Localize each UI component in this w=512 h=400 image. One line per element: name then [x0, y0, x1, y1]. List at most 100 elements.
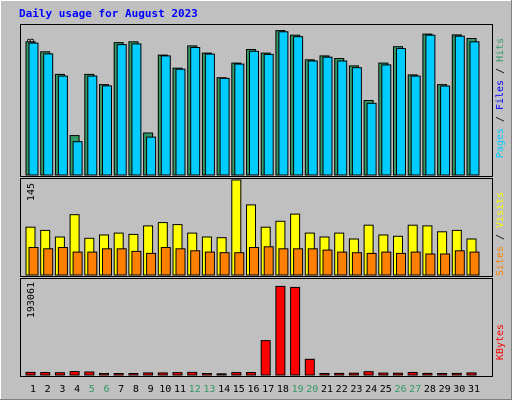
legend-pages: Pages: [495, 128, 506, 158]
day-label-9: 9: [148, 384, 154, 395]
bar-files-day-27: [410, 75, 421, 176]
bar-kbytes-day-5: [84, 371, 95, 376]
day-label-12: 12: [189, 384, 201, 395]
panel-sites-visits: 145 Sites / Visits: [20, 178, 506, 277]
bar-kbytes-day-22: [334, 372, 345, 376]
legend-hits: Hits: [495, 38, 506, 62]
bar-files-day-8: [131, 43, 142, 176]
bar-sites-day-25: [381, 251, 392, 276]
bar-kbytes-day-30: [451, 372, 462, 376]
bar-kbytes-day-7: [113, 373, 124, 376]
bar-sites-day-28: [425, 253, 436, 276]
day-label-13: 13: [203, 384, 215, 395]
bar-kbytes-day-12: [187, 371, 198, 376]
day-label-11: 11: [174, 384, 186, 395]
bar-sites-day-5: [87, 251, 98, 276]
bar-sites-day-31: [469, 251, 480, 276]
kbytes-legend: KBytes: [495, 324, 506, 360]
panel-kbytes-frame: [20, 278, 493, 377]
bar-sites-day-6: [102, 248, 112, 276]
bar-sites-day-16: [249, 247, 259, 276]
bar-sites-day-14: [219, 252, 230, 276]
bar-sites-day-23: [351, 252, 362, 276]
bar-kbytes-day-29: [437, 373, 448, 376]
bar-sites-day-11: [175, 248, 186, 276]
day-label-18: 18: [277, 384, 289, 395]
bar-sites-day-12: [190, 250, 201, 276]
bar-sites-day-4: [72, 251, 83, 276]
day-label-1: 1: [30, 384, 36, 395]
day-label-15: 15: [233, 384, 245, 395]
bar-files-day-7: [116, 44, 127, 176]
bar-sites-day-2: [43, 248, 54, 276]
panel-kbytes: 193061 KBytes: [20, 278, 506, 377]
bar-kbytes-day-25: [378, 372, 389, 376]
day-label-4: 4: [74, 384, 80, 395]
day-label-7: 7: [118, 384, 124, 395]
legend-sep-3: /: [495, 228, 506, 246]
bar-sites-day-9: [146, 252, 157, 276]
legend-sites: Sites: [495, 246, 506, 276]
day-label-20: 20: [306, 384, 318, 395]
day-labels: 1 2 3 4 5 6 7 8 9 10 11 12 13 14 15 16 17 18 19 20 21 22 23 24 2…: [30, 384, 480, 395]
bar-sites-day-10: [160, 247, 171, 276]
bar-sites-day-21: [322, 249, 333, 276]
bar-sites-day-18: [278, 248, 289, 276]
day-label-3: 3: [59, 384, 65, 395]
bar-files-day-25: [381, 64, 392, 176]
day-label-27: 27: [409, 384, 421, 395]
bar-kbytes-day-19: [290, 286, 301, 376]
bar-sites-day-20: [307, 248, 318, 276]
svg-text:Sites / Visits: Sites / Visits: [495, 192, 506, 276]
day-label-21: 21: [321, 384, 333, 395]
bar-files-day-28: [425, 34, 436, 176]
day-label-28: 28: [424, 384, 436, 395]
bar-files-day-5: [87, 75, 98, 176]
bar-files-day-10: [160, 55, 171, 176]
panel-hits-files: 5818 Pages / Files / Hits: [20, 24, 506, 177]
day-label-23: 23: [350, 384, 362, 395]
bar-sites-day-15: [234, 252, 245, 276]
bar-kbytes-day-16: [246, 372, 256, 376]
day-label-10: 10: [159, 384, 171, 395]
bar-kbytes-day-14: [216, 373, 227, 376]
bar-kbytes-day-28: [422, 372, 433, 376]
bar-sites-day-17: [263, 246, 274, 276]
bar-sites-day-19: [293, 248, 304, 276]
day-label-19: 19: [292, 384, 304, 395]
panel-sites-visits-frame: [20, 178, 493, 277]
day-label-26: 26: [394, 384, 406, 395]
bar-files-day-29: [440, 85, 451, 176]
bar-files-day-17: [263, 53, 274, 176]
bar-files-day-23: [351, 67, 362, 176]
bar-kbytes-day-31: [466, 372, 477, 376]
day-label-2: 2: [45, 384, 51, 395]
bar-files-day-2: [43, 53, 54, 176]
bar-sites-day-27: [410, 251, 421, 276]
bar-kbytes-day-17: [260, 340, 271, 376]
bar-files-day-31: [469, 41, 480, 176]
bar-kbytes-day-15: [231, 372, 242, 376]
svg-text:KBytes: KBytes: [495, 324, 506, 360]
bar-files-day-9: [146, 136, 157, 176]
kbytes-bars: [25, 285, 477, 376]
bar-sites-day-29: [440, 253, 451, 276]
bar-sites-day-22: [337, 251, 348, 276]
bar-sites-day-3: [57, 247, 68, 276]
bar-kbytes-day-23: [348, 372, 359, 376]
bar-kbytes-day-21: [319, 373, 330, 376]
day-label-5: 5: [89, 384, 95, 395]
day-label-8: 8: [133, 384, 139, 395]
bar-sites-day-7: [116, 248, 127, 276]
day-label-29: 29: [439, 384, 451, 395]
legend-sep-1: /: [495, 110, 506, 128]
day-label-31: 31: [468, 384, 480, 395]
bar-kbytes-day-26: [393, 372, 403, 376]
bar-kbytes-day-1: [25, 371, 36, 376]
bar-kbytes-day-18: [275, 285, 286, 376]
panel-hits-files-frame: [20, 24, 493, 177]
day-label-25: 25: [380, 384, 392, 395]
svg-text:Pages / Files / Hits: Pages / Files / Hits: [495, 38, 506, 158]
bar-kbytes-day-20: [304, 358, 315, 376]
bar-files-day-20: [307, 60, 318, 176]
